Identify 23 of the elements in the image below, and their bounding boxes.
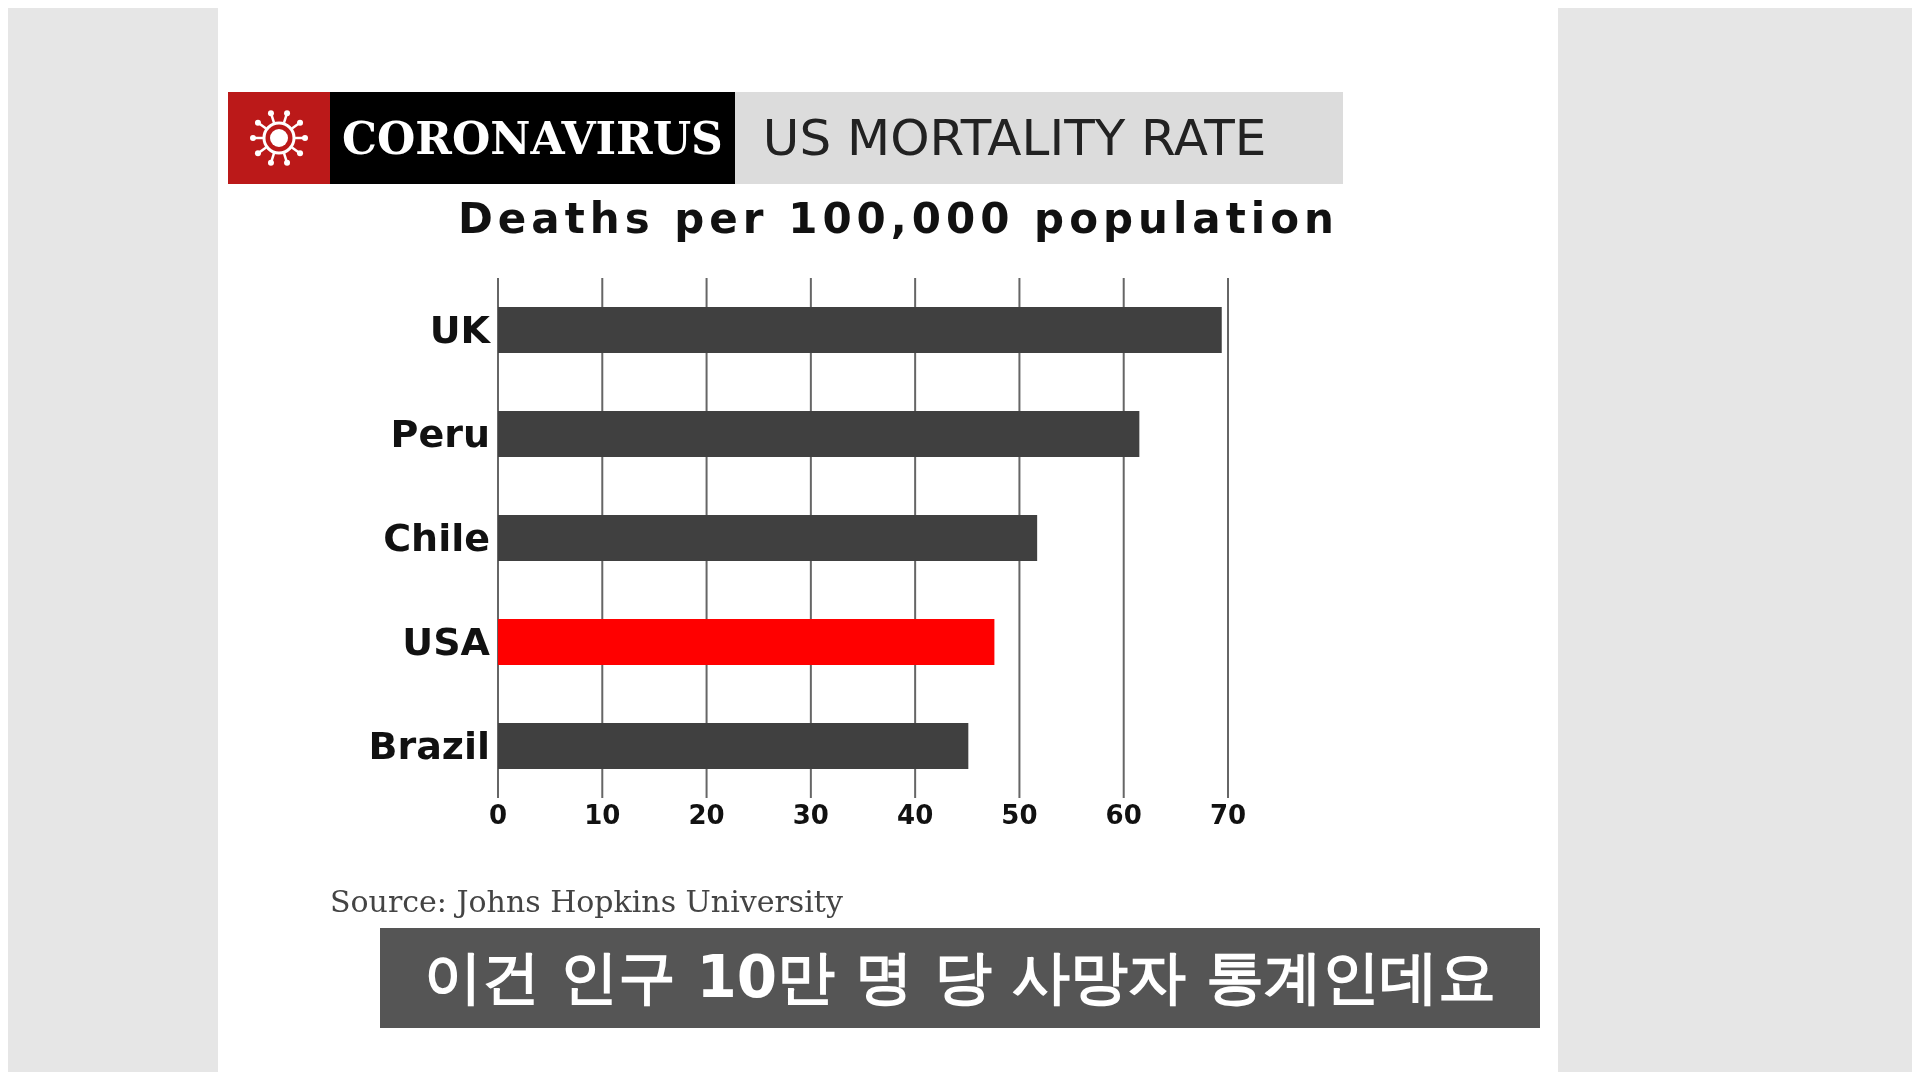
y-tick-label: Brazil <box>368 724 490 769</box>
bar <box>498 723 969 769</box>
x-tick-label: 30 <box>792 800 829 831</box>
text: 이건 인구 10만 명 당 사망자 통계인데요 <box>380 928 1540 1028</box>
y-tick-label: Peru <box>390 412 490 457</box>
x-tick-label: 50 <box>1001 800 1038 831</box>
x-tick-label: 10 <box>584 800 621 831</box>
source-note: Source: Johns Hopkins University <box>330 884 843 919</box>
x-tick-label: 40 <box>897 800 934 831</box>
x-tick-label: 20 <box>688 800 725 831</box>
chart-title: US MORTALITY RATE <box>734 92 1343 184</box>
chart-subtitle: Deaths per 100,000 population <box>458 194 1339 243</box>
bar <box>498 619 995 665</box>
bar <box>498 515 1038 561</box>
x-tick-label: 60 <box>1105 800 1142 831</box>
x-tick-label: 70 <box>1209 800 1247 831</box>
y-tick-label: Chile <box>383 516 490 561</box>
x-tick-label: 0 <box>488 800 508 831</box>
y-tick-label: USA <box>402 620 491 665</box>
text: CORONAVIRUS <box>330 92 735 184</box>
bar <box>498 411 1140 457</box>
bar <box>498 307 1222 353</box>
y-tick-label: UK <box>429 308 492 353</box>
